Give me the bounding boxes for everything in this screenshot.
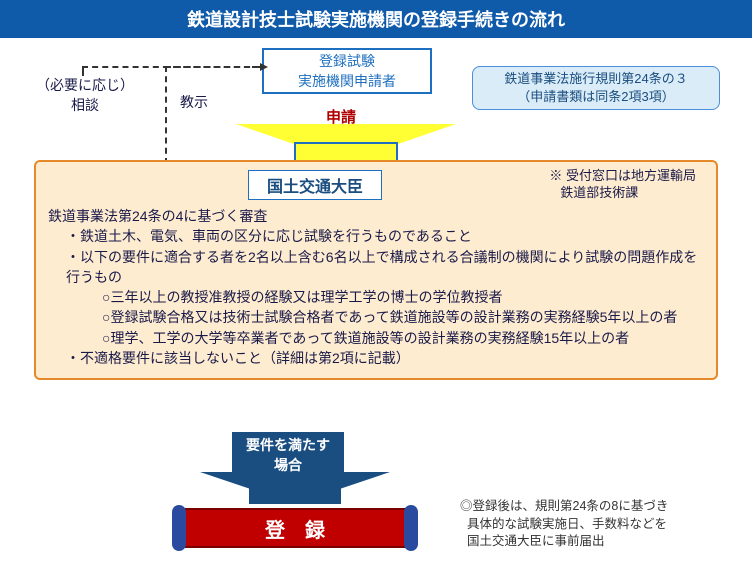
registration-banner: 登録 <box>180 508 410 548</box>
applicant-line2: 実施機関申請者 <box>298 71 396 91</box>
applicant-box: 登録試験 実施機関申請者 <box>262 48 432 94</box>
receipt-prefix: ※ <box>549 168 562 183</box>
page-title: 鉄道設計技士試験実施機関の登録手続きの流れ <box>0 0 752 38</box>
review-box: 国土交通大臣 ※ 受付窓口は地方運輸局 鉄道部技術課 鉄道事業法第24条の4に基… <box>34 160 718 380</box>
post-registration-note: ◎登録後は、規則第24条の8に基づき 具体的な試験実施日、手数料などを 国土交通… <box>460 498 668 551</box>
post-note-line3: 国土交通大臣に事前届出 <box>467 534 605 548</box>
apply-label: 申請 <box>326 106 356 127</box>
condition-line1: 要件を満たす <box>246 435 330 455</box>
post-note-line2: 具体的な試験実施日、手数料などを <box>467 517 667 531</box>
instruct-label: 教示 <box>180 92 208 112</box>
condition-label-box: 要件を満たす 場合 <box>232 432 344 478</box>
consult-line2: 相談 <box>36 96 134 116</box>
instruct-connector-h <box>165 66 260 68</box>
consult-line1: （必要に応じ） <box>36 76 134 96</box>
minister-label: 国土交通大臣 <box>248 170 382 200</box>
consult-label: （必要に応じ） 相談 <box>36 76 134 115</box>
receipt-line1: 受付窓口は地方運輸局 <box>566 168 696 183</box>
criteria-subitem: ○理学、工学の大学等卒業者であって鉄道施設等の設計業務の実務経験15年以上の者 <box>48 328 704 348</box>
post-note-line1: ◎登録後は、規則第24条の8に基づき <box>460 498 668 516</box>
criteria-item: ・不適格要件に該当しないこと（詳細は第2項に記載） <box>48 348 704 368</box>
law-reference-box: 鉄道事業法施行規則第24条の３ （申請書類は同条2項3項） <box>472 66 720 110</box>
criteria-block: 鉄道事業法第24条の4に基づく審査 ・鉄道土木、電気、車両の区分に応じ試験を行う… <box>48 206 704 368</box>
criteria-subitem: ○三年以上の教授准教授の経験又は理学工学の博士の学位教授者 <box>48 287 704 307</box>
receipt-line2: 鉄道部技術課 <box>560 185 638 200</box>
condition-line2: 場合 <box>246 455 330 475</box>
criteria-heading: 鉄道事業法第24条の4に基づく審査 <box>48 206 704 226</box>
consult-connector-v <box>82 66 84 76</box>
apply-arrow <box>236 124 456 162</box>
applicant-line1: 登録試験 <box>319 51 375 71</box>
law-ref-line2: （申請書類は同条2項3項） <box>517 88 674 106</box>
receipt-note: ※ 受付窓口は地方運輸局 鉄道部技術課 <box>549 168 696 202</box>
law-ref-line1: 鉄道事業法施行規則第24条の３ <box>504 70 687 88</box>
criteria-subitem: ○登録試験合格又は技術士試験合格者であって鉄道施設等の設計業務の実務経験5年以上… <box>48 307 704 327</box>
criteria-item: ・鉄道土木、電気、車両の区分に応じ試験を行うものであること <box>48 226 704 246</box>
criteria-item: ・以下の要件に適合する者を2名以上含む6名以上で構成される合議制の機関により試験… <box>48 247 704 288</box>
instruct-connector-v <box>165 66 167 164</box>
